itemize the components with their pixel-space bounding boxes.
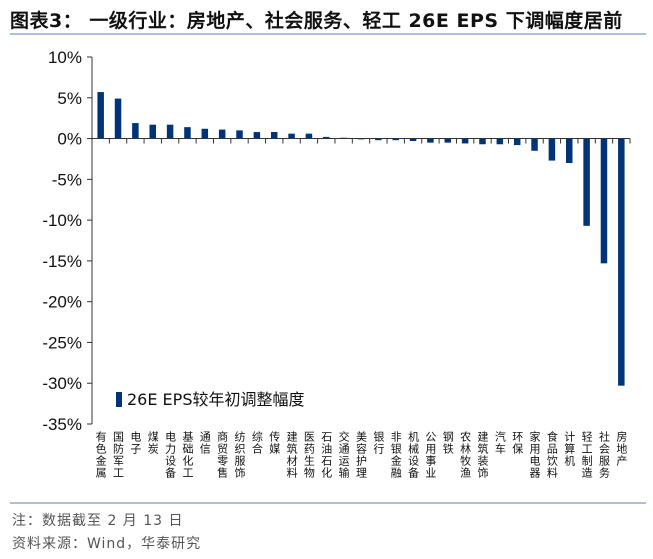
category-label: 家用电器	[528, 430, 541, 479]
category-label: 通信	[198, 431, 211, 455]
bar	[496, 138, 504, 145]
category-label: 食品饮料	[545, 430, 558, 479]
category-label: 非银金融	[389, 431, 402, 479]
category-label: 传媒	[268, 431, 281, 455]
category-label: 农林牧渔	[459, 430, 472, 479]
bars	[97, 92, 625, 386]
bar	[270, 132, 278, 139]
bar	[97, 92, 104, 139]
bar	[132, 123, 139, 139]
y-tick-label: 10%	[48, 48, 82, 67]
category-label: 轻工制造	[580, 430, 593, 479]
y-tick-label: -5%	[52, 170, 82, 189]
bar	[427, 138, 434, 143]
title-divider	[10, 33, 646, 35]
category-label: 石油石化	[320, 431, 333, 479]
y-tick-label: 0%	[57, 130, 82, 149]
y-tick-label: -20%	[42, 293, 82, 312]
note-text: 注：数据截至 2 月 13 日	[12, 513, 184, 529]
category-label: 建筑材料	[285, 430, 298, 479]
bar	[114, 98, 122, 139]
bar	[409, 138, 417, 142]
bar	[392, 138, 399, 141]
chart-title: 图表3： 一级行业：房地产、社会服务、轻工 26E EPS 下调幅度居前	[10, 10, 623, 32]
y-tick-label: -30%	[42, 374, 82, 393]
legend-swatch	[116, 392, 122, 407]
y-tick-label: -15%	[42, 252, 82, 271]
bar	[201, 128, 209, 139]
bar	[618, 138, 625, 386]
category-label: 汽车	[493, 430, 506, 455]
category-label: 基础化工	[181, 431, 194, 479]
category-label: 纺织服饰	[233, 430, 246, 479]
category-label: 钢铁	[441, 431, 454, 455]
bar	[288, 133, 295, 139]
category-label: 银行	[372, 430, 385, 455]
bar	[323, 136, 330, 139]
bar	[444, 138, 452, 143]
category-label: 商贸零售	[216, 430, 229, 479]
category-label: 交通运输	[337, 430, 350, 479]
category-label: 社会服务	[597, 430, 610, 479]
bar	[305, 133, 313, 139]
legend-label: 26E EPS较年初调整幅度	[127, 390, 304, 409]
category-label: 电子	[129, 431, 142, 455]
category-label: 建筑装饰	[476, 430, 489, 479]
source-text: 资料来源：Wind，华泰研究	[12, 536, 202, 552]
bar	[479, 138, 486, 145]
category-label: 计算机	[563, 431, 576, 467]
x-axis	[91, 138, 631, 144]
category-labels: 有色金属 国防军工 电子 煤炭 电力设备 基础化工 通信 商贸零售 纺织服饰 综合 传媒 建筑材料 医药…	[94, 430, 628, 479]
category-label: 煤炭	[146, 431, 159, 455]
y-tick-label: -10%	[42, 211, 82, 230]
y-tick-label: -25%	[42, 333, 82, 352]
legend: 26E EPS较年初调整幅度	[116, 390, 304, 409]
bar	[375, 138, 382, 141]
bar	[461, 138, 469, 144]
bar	[548, 138, 556, 161]
bar	[513, 138, 521, 146]
category-label: 综合	[250, 430, 263, 455]
y-tick-label: -35%	[42, 415, 82, 434]
bar	[531, 138, 538, 151]
category-label: 医药生物	[302, 431, 315, 479]
category-label: 有色金属	[94, 430, 107, 479]
bar	[600, 138, 608, 264]
bar	[566, 138, 573, 164]
footer-divider	[10, 502, 646, 504]
bar-chart: 10% 5% 0% -5% -10% -15% -20% -25% -30% -35% 有色金属国…	[42, 48, 631, 479]
bar	[253, 132, 261, 139]
category-label: 房地产	[615, 431, 628, 467]
category-label: 国防军工	[112, 431, 125, 479]
bar	[184, 127, 191, 139]
category-label: 美容护理	[355, 431, 368, 479]
category-label: 机械设备	[407, 430, 420, 479]
bar	[236, 130, 243, 139]
category-label: 环保	[511, 431, 524, 455]
bar	[166, 124, 174, 139]
bar	[583, 138, 590, 226]
category-label: 公用事业	[424, 431, 437, 479]
bar	[218, 129, 226, 139]
y-axis: 10% 5% 0% -5% -10% -15% -20% -25% -30% -35%	[42, 48, 93, 434]
y-tick-label: 5%	[57, 89, 82, 108]
bar	[149, 124, 156, 139]
category-label: 电力设备	[164, 431, 177, 479]
